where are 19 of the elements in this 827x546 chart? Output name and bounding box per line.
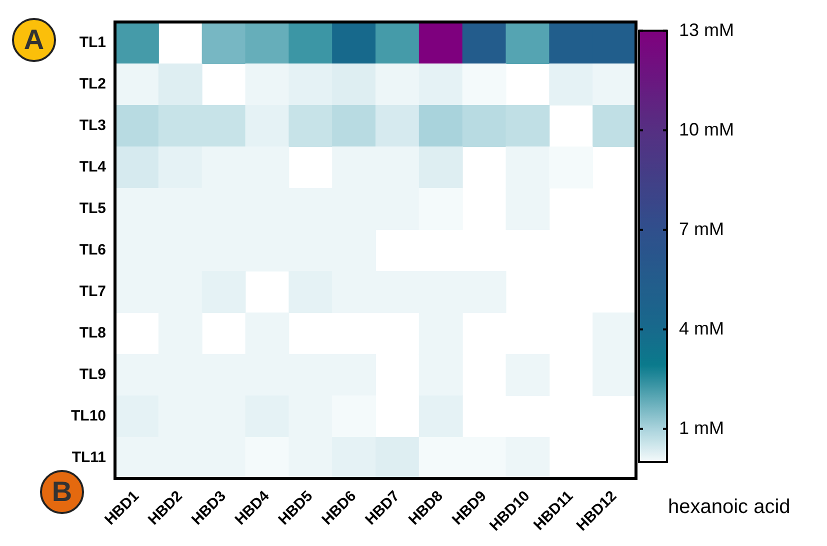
- y-tick-label: TL7: [79, 282, 106, 300]
- color-bar-label: 1 mM: [679, 418, 724, 438]
- y-tick-label: TL8: [79, 324, 106, 342]
- y-tick-label: TL6: [79, 241, 106, 258]
- color-bar-label: 7 mM: [679, 218, 724, 239]
- color-bar-label: 4 mM: [679, 318, 724, 338]
- y-tick-label: TL5: [79, 200, 106, 217]
- y-tick-label: TL9: [79, 366, 106, 383]
- badge-circle: B: [40, 470, 84, 514]
- y-tick-label: TL3: [79, 116, 106, 134]
- y-tick-label: TL1: [79, 34, 106, 51]
- badge-circle: A: [12, 18, 56, 62]
- color-bar-label: 13 mM: [679, 20, 734, 40]
- y-tick-label: TL11: [72, 448, 106, 466]
- y-tick-label: TL2: [79, 75, 106, 92]
- y-tick-label: TL10: [70, 407, 106, 424]
- y-tick-label: TL4: [79, 158, 107, 176]
- color-bar-label: 10 mM: [679, 119, 734, 140]
- color-bar-title: hexanoic acid: [668, 496, 790, 519]
